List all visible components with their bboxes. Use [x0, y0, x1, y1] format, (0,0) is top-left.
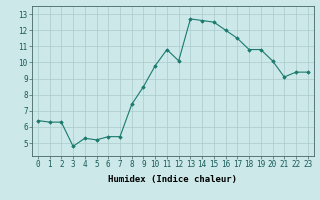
X-axis label: Humidex (Indice chaleur): Humidex (Indice chaleur)	[108, 175, 237, 184]
